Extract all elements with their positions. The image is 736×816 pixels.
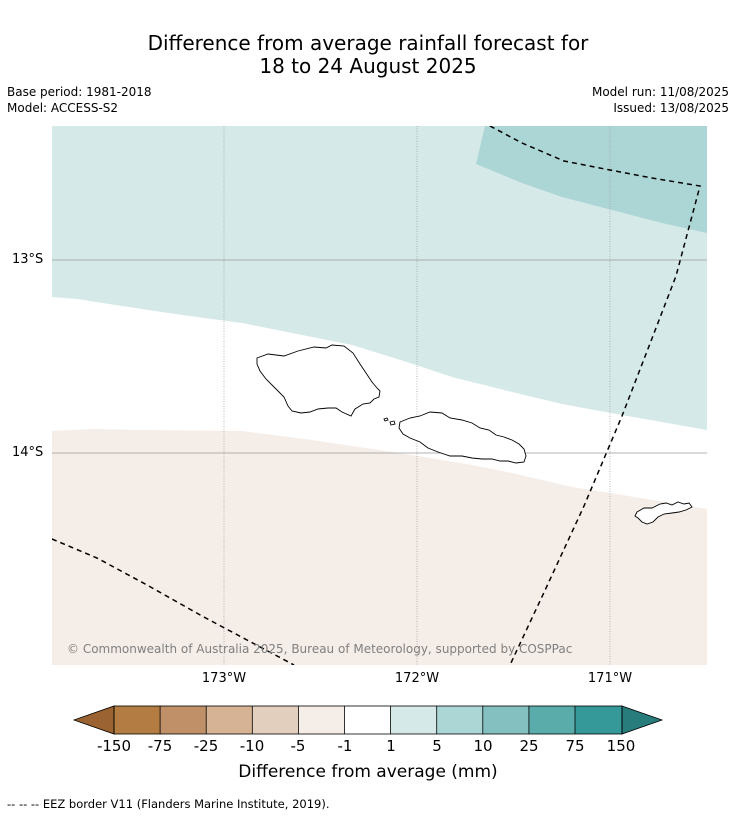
base-period-label: Base period: 1981-2018 xyxy=(7,85,152,99)
colorbar-label-11: 150 xyxy=(606,737,636,755)
colorbar-bin-6 xyxy=(390,706,437,734)
chart-title-line2: 18 to 24 August 2025 xyxy=(259,54,477,78)
colorbar-label-0: -150 xyxy=(96,737,132,755)
colorbar-label-8: 10 xyxy=(473,737,493,755)
colorbar-bin-4 xyxy=(298,706,345,734)
colorbar-label-10: 75 xyxy=(565,737,585,755)
colorbar-bin-0 xyxy=(114,706,161,734)
wet-light-region xyxy=(52,126,707,430)
eez-border-east xyxy=(489,126,701,665)
colorbar-low-extend xyxy=(72,705,115,735)
lat-label-14s: 14°S xyxy=(12,445,44,460)
colorbar-title: Difference from average (mm) xyxy=(238,762,498,782)
eez-border-southwest xyxy=(52,538,295,665)
samoa-islands xyxy=(256,344,693,525)
colorbar-high-extend xyxy=(621,705,664,735)
colorbar-bin-5 xyxy=(344,706,391,734)
savaii-island xyxy=(256,344,381,417)
colorbar-bin-3 xyxy=(252,706,299,734)
manono-islet xyxy=(389,420,396,426)
colorbar-label-4: -5 xyxy=(290,737,306,755)
graticule xyxy=(52,126,707,665)
colorbar-label-3: -10 xyxy=(239,737,265,755)
lon-label-172w: 172°W xyxy=(394,671,440,686)
dry-light-region xyxy=(52,429,707,665)
colorbar-label-1: -75 xyxy=(147,737,173,755)
colorbar-bin-10 xyxy=(575,706,622,734)
eez-footnote: -- -- -- EEZ border V11 (Flanders Marine… xyxy=(7,797,330,811)
lon-label-173w: 173°W xyxy=(201,671,247,686)
colorbar-bin-9 xyxy=(528,706,575,734)
model-label: Model: ACCESS-S2 xyxy=(7,101,119,115)
colorbar-label-5: -1 xyxy=(337,737,353,755)
issued-label: Issued: 13/08/2025 xyxy=(613,101,729,115)
wet-medium-region xyxy=(476,126,707,233)
lon-label-171w: 171°W xyxy=(587,671,633,686)
colorbar-label-7: 5 xyxy=(432,737,442,755)
colorbar xyxy=(72,705,664,735)
colorbar-bin-8 xyxy=(482,706,529,734)
colorbar-bin-7 xyxy=(436,706,483,734)
colorbar-bin-1 xyxy=(160,706,207,734)
colorbar-outline xyxy=(113,705,623,735)
model-run-label: Model run: 11/08/2025 xyxy=(591,85,729,99)
eez-border xyxy=(52,126,701,665)
map-credit: © Commonwealth of Australia 2025, Bureau… xyxy=(67,642,572,656)
chart-title-line1: Difference from average rainfall forecas… xyxy=(147,31,589,55)
colorbar-label-6: 1 xyxy=(386,737,396,755)
apolima-islet xyxy=(383,417,389,422)
tutuila-island xyxy=(634,501,693,525)
forecast-map: © Commonwealth of Australia 2025, Bureau… xyxy=(52,126,707,665)
colorbar-label-9: 25 xyxy=(519,737,539,755)
upolu-island xyxy=(398,411,527,464)
lat-label-13s: 13°S xyxy=(12,252,44,267)
colorbar-label-2: -25 xyxy=(193,737,219,755)
colorbar-bin-2 xyxy=(206,706,253,734)
